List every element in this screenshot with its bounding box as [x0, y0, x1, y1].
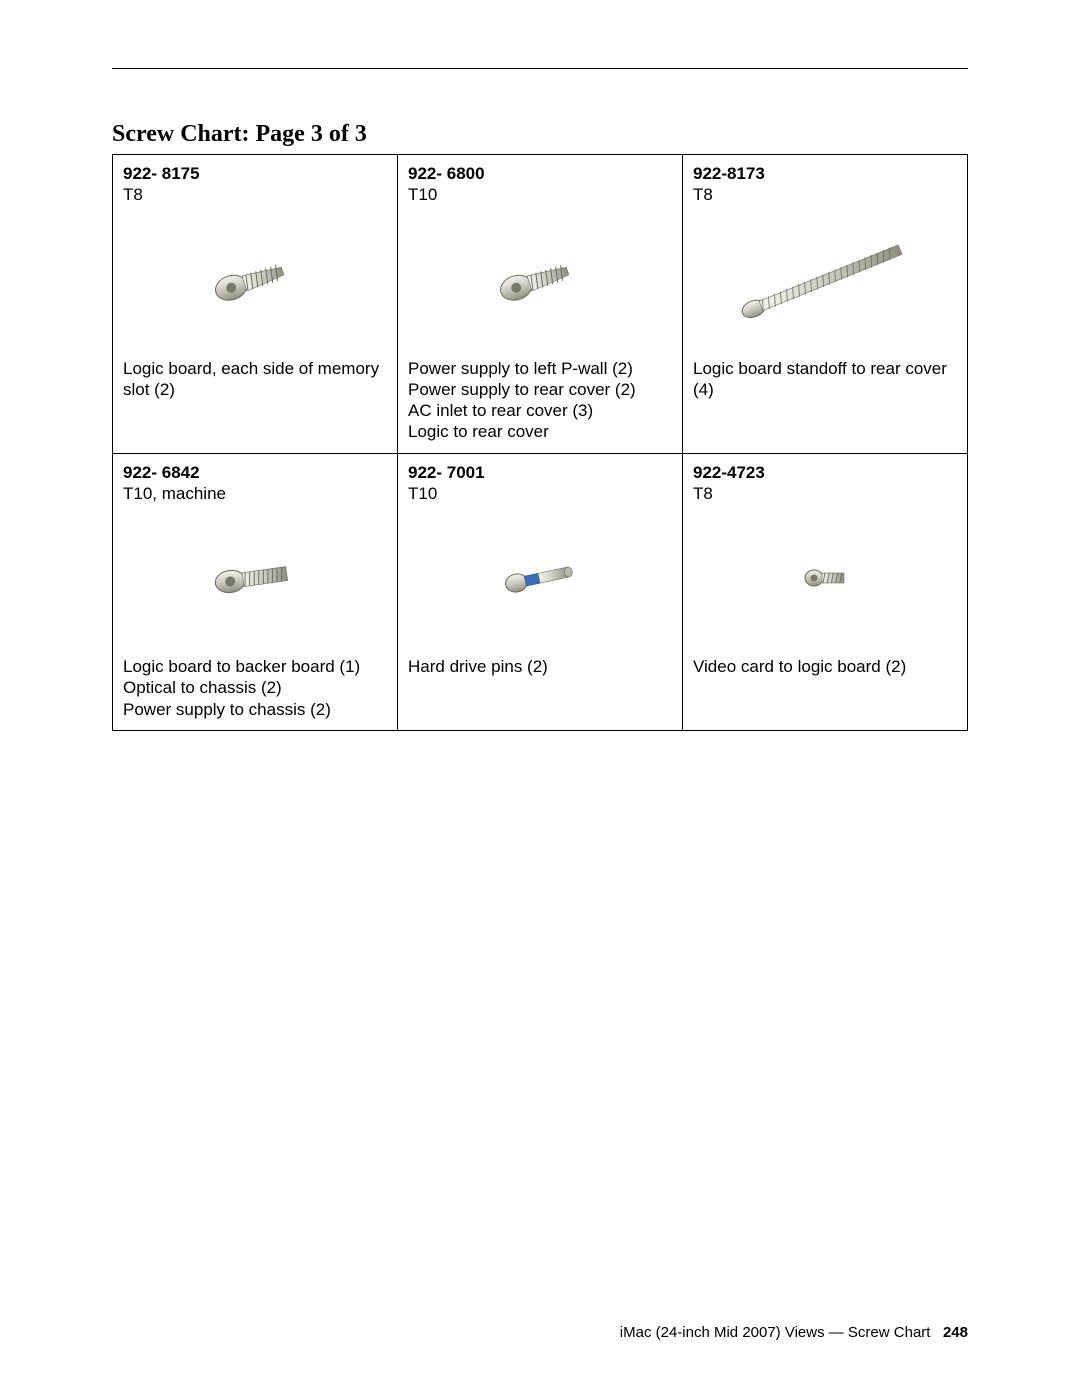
screw-image: [408, 518, 672, 638]
screw-description: Video card to logic board (2): [693, 656, 957, 677]
description-line: Hard drive pins (2): [408, 656, 672, 677]
description-line: Power supply to left P-wall (2): [408, 358, 672, 379]
screw-type: T8: [693, 184, 957, 205]
screw-description: Logic board to backer board (1)Optical t…: [123, 656, 387, 720]
screw-type: T8: [123, 184, 387, 205]
screw-description: Power supply to left P-wall (2)Power sup…: [408, 358, 672, 443]
screw-cell: 922- 8175T8 Logic board, each side of me…: [113, 155, 398, 454]
description-line: Logic to rear cover: [408, 421, 672, 442]
screw-description: Logic board standoff to rear cover (4): [693, 358, 957, 401]
description-line: Logic board to backer board (1): [123, 656, 387, 677]
description-line: Power supply to chassis (2): [123, 699, 387, 720]
part-number: 922-4723: [693, 462, 957, 483]
part-number: 922- 6800: [408, 163, 672, 184]
screw-long-icon: [730, 240, 920, 320]
screw-type: T8: [693, 483, 957, 504]
description-line: Logic board standoff to rear cover (4): [693, 358, 957, 401]
screw-tiny-icon: [800, 561, 850, 595]
description-line: Logic board, each side of memory slot (2…: [123, 358, 387, 401]
table-row: 922- 8175T8 Logic board, each side of me…: [113, 155, 968, 454]
screw-machine-icon: [210, 553, 300, 603]
screw-image: [408, 220, 672, 340]
screw-chart-table: 922- 8175T8 Logic board, each side of me…: [112, 154, 968, 731]
part-number: 922- 6842: [123, 462, 387, 483]
part-number: 922-8173: [693, 163, 957, 184]
screw-description: Logic board, each side of memory slot (2…: [123, 358, 387, 401]
document-page: Screw Chart: Page 3 of 3 922- 8175T8 Log…: [0, 0, 1080, 1397]
screw-image: [123, 220, 387, 340]
footer-text: iMac (24-inch Mid 2007) Views — Screw Ch…: [620, 1324, 931, 1341]
screw-type: T10: [408, 483, 672, 504]
screw-image: [693, 220, 957, 340]
screw-cell: 922- 6842T10, machine Logic board to bac…: [113, 453, 398, 730]
screw-cell: 922- 7001T10 Hard drive pins (2): [398, 453, 683, 730]
part-number: 922- 8175: [123, 163, 387, 184]
screw-cell: 922-4723T8 Video card to logic board (2): [683, 453, 968, 730]
description-line: AC inlet to rear cover (3): [408, 400, 672, 421]
screw-image: [693, 518, 957, 638]
screw-cell: 922-8173T8 Logic board standoff to rear …: [683, 155, 968, 454]
description-line: Optical to chassis (2): [123, 677, 387, 698]
description-line: Power supply to rear cover (2): [408, 379, 672, 400]
screw-description: Hard drive pins (2): [408, 656, 672, 677]
screw-cell: 922- 6800T10 Power supply to left P-wall…: [398, 155, 683, 454]
page-number: 248: [943, 1324, 968, 1341]
table-row: 922- 6842T10, machine Logic board to bac…: [113, 453, 968, 730]
screw-pin-icon: [500, 558, 580, 598]
part-number: 922- 7001: [408, 462, 672, 483]
screw-medium-icon: [210, 250, 300, 310]
page-footer: iMac (24-inch Mid 2007) Views — Screw Ch…: [620, 1324, 968, 1341]
screw-image: [123, 518, 387, 638]
screw-type: T10: [408, 184, 672, 205]
top-horizontal-rule: [112, 68, 968, 69]
screw-medium-icon: [495, 250, 585, 310]
screw-type: T10, machine: [123, 483, 387, 504]
description-line: Video card to logic board (2): [693, 656, 957, 677]
page-title: Screw Chart: Page 3 of 3: [112, 121, 968, 148]
